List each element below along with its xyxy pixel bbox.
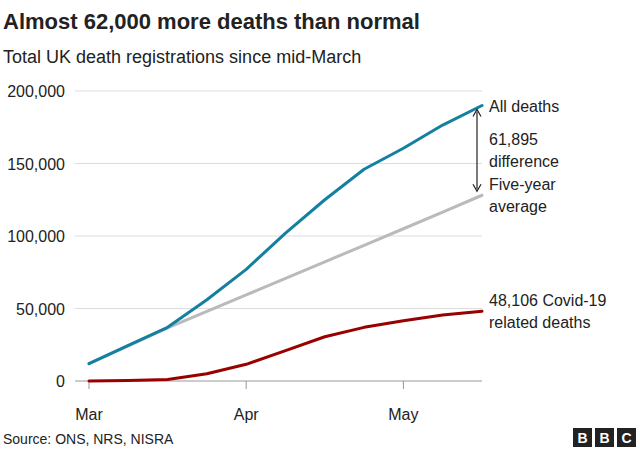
credit-letter: B: [599, 430, 609, 446]
label-line: difference: [489, 153, 559, 170]
grid: [75, 91, 482, 381]
x-tick: [403, 381, 404, 389]
series-label: Five-year average: [489, 176, 556, 215]
lines: [89, 106, 482, 382]
title: Almost 62,000 more deaths than normal: [3, 9, 420, 34]
series-label: 48,106 Covid-19 related deaths: [489, 292, 607, 331]
arrow-head: [473, 110, 481, 117]
source: Source: ONS, NRS, NISRA: [3, 431, 174, 447]
y-tick-label: 200,000: [7, 83, 65, 100]
grid-line: [75, 236, 482, 237]
x-tick: [246, 381, 247, 389]
y-tick-label: 50,000: [16, 301, 65, 318]
label-line: 61,895: [489, 131, 538, 148]
x-tick-label: Apr: [234, 406, 260, 423]
credit-letter: C: [621, 430, 631, 446]
series-label: All deaths: [489, 98, 559, 115]
label-line: Five-year: [489, 176, 556, 193]
subtitle: Total UK death registrations since mid-M…: [3, 47, 361, 67]
series-line: [89, 106, 482, 364]
difference-arrow: [473, 110, 481, 192]
grid-line: [75, 308, 482, 309]
y-tick-label: 100,000: [7, 228, 65, 245]
credit-logo: BBC: [573, 428, 636, 447]
y-tick-label: 0: [56, 373, 65, 390]
chart-root: Almost 62,000 more deaths than normal Tot…: [0, 0, 640, 450]
credit-letter: B: [577, 430, 587, 446]
logo-box: [595, 428, 614, 447]
logo-box: [573, 428, 592, 447]
label-line: related deaths: [489, 314, 590, 331]
series-line: [89, 195, 482, 363]
credit: BBC: [577, 430, 631, 446]
label-line: average: [489, 198, 547, 215]
x-tick-label: May: [388, 406, 418, 423]
logo-box: [617, 428, 636, 447]
x-tick-label: Mar: [75, 406, 103, 423]
arrow-head: [473, 184, 481, 191]
y-tick-label: 150,000: [7, 156, 65, 173]
series-line: [89, 311, 482, 381]
annotation: 61,895 difference: [489, 131, 559, 170]
label-line: 48,106 Covid-19: [489, 292, 607, 309]
arrow-shaft: [476, 112, 477, 190]
grid-line: [75, 163, 482, 164]
label-line: All deaths: [489, 98, 559, 115]
grid-line: [75, 91, 482, 92]
